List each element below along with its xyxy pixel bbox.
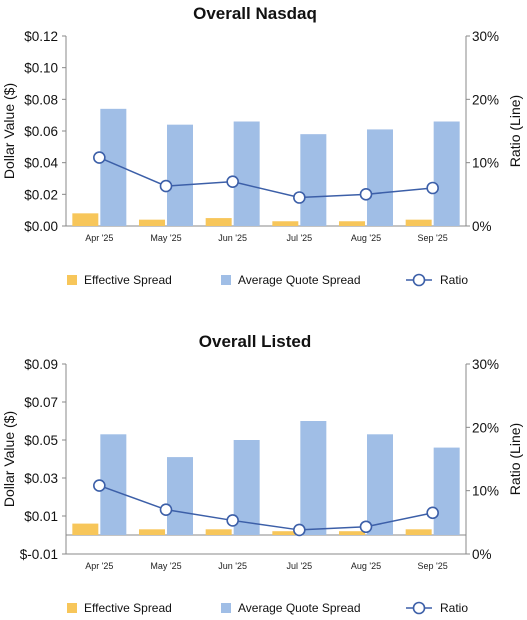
ratio-point <box>93 151 106 164</box>
bar-effective-spread <box>339 531 365 535</box>
legend-label-average-quote-spread: Average Quote Spread <box>238 273 361 287</box>
ratio-point <box>426 506 439 520</box>
y-tick-label: $0.02 <box>24 187 58 202</box>
x-tick-label: Sep '25 <box>418 561 448 571</box>
y2-tick-label: 0% <box>472 219 492 234</box>
y2-tick-label: 20% <box>472 92 499 107</box>
ratio-point <box>293 191 306 204</box>
bar-average-quote-spread <box>433 447 460 535</box>
chart-title: Overall Listed <box>199 332 311 351</box>
bar-effective-spread <box>72 213 99 226</box>
y-tick-label: $0.12 <box>24 29 58 44</box>
x-tick-label: Jul '25 <box>286 561 312 571</box>
y2-tick-label: 10% <box>472 484 499 499</box>
bar-average-quote-spread <box>433 121 460 226</box>
y2-axis-label: Ratio (Line) <box>507 423 523 495</box>
legend-label-effective-spread: Effective Spread <box>84 601 172 615</box>
bar-effective-spread <box>339 221 365 226</box>
y-axis-label: Dollar Value ($) <box>1 83 17 179</box>
ratio-line <box>99 484 433 531</box>
legend-swatch-average-quote-spread <box>221 275 231 285</box>
ratio-point <box>93 479 106 492</box>
legend: Effective Spread Average Quote Spread Rati… <box>67 601 468 615</box>
legend-swatch-effective-spread <box>67 275 77 285</box>
bar-average-quote-spread <box>367 434 393 535</box>
y2-tick-label: 30% <box>472 357 499 372</box>
bar-average-quote-spread <box>300 134 327 226</box>
x-tick-label: May '25 <box>150 561 181 571</box>
ratio-point <box>226 514 239 527</box>
x-tick-label: Jun '25 <box>218 233 247 243</box>
y-tick-label: $0.05 <box>24 433 58 448</box>
bar-average-quote-spread <box>167 457 193 535</box>
x-tick-label: May '25 <box>150 233 181 243</box>
x-tick-label: Apr '25 <box>85 233 113 243</box>
x-tick-label: Aug '25 <box>351 233 381 243</box>
x-tick-label: Jun '25 <box>218 561 247 571</box>
legend-label-average-quote-spread: Average Quote Spread <box>238 601 361 615</box>
y-tick-label: $0.09 <box>24 357 58 372</box>
x-tick-label: Aug '25 <box>351 561 381 571</box>
legend-swatch-average-quote-spread <box>221 603 231 613</box>
y-axis-label: Dollar Value ($) <box>1 411 17 507</box>
chart-overall-nasdaq: Overall Nasdaq $0.00 $0.02 $0.04 $0.06 $0.08 $… <box>1 4 523 287</box>
y-tick-label: $0.06 <box>24 124 58 139</box>
x-tick-label: Sep '25 <box>418 233 448 243</box>
bar-effective-spread <box>139 529 165 535</box>
y-tick-label: $0.08 <box>24 92 58 107</box>
y-tick-label: $-0.01 <box>20 547 58 562</box>
bar-average-quote-spread <box>367 129 393 226</box>
ratio-point <box>226 175 239 188</box>
ratio-point <box>359 188 373 201</box>
y-tick-label: $0.00 <box>24 219 58 234</box>
y2-tick-label: 20% <box>472 420 499 435</box>
y2-tick-label: 10% <box>472 156 499 171</box>
y2-axis-label: Ratio (Line) <box>507 95 523 167</box>
chart-title: Overall Nasdaq <box>193 4 317 23</box>
y-tick-label: $0.04 <box>24 156 58 171</box>
bar-effective-spread <box>272 531 299 535</box>
ratio-point <box>293 523 306 537</box>
y2-tick-label: 0% <box>472 547 492 562</box>
legend-marker-ratio <box>412 601 426 615</box>
legend-marker-ratio <box>412 273 426 287</box>
legend: Effective Spread Average Quote Spread Rati… <box>67 273 468 287</box>
x-tick-label: Jul '25 <box>286 233 312 243</box>
y-tick-label: $0.10 <box>24 61 58 76</box>
bar-effective-spread <box>205 218 232 226</box>
ratio-point <box>159 503 173 516</box>
bar-effective-spread <box>139 219 165 226</box>
ratio-point <box>359 520 373 534</box>
bar-effective-spread <box>72 523 99 535</box>
legend-label-ratio: Ratio <box>440 601 468 615</box>
bar-average-quote-spread <box>300 421 327 535</box>
bar-average-quote-spread <box>167 124 193 226</box>
bar-effective-spread <box>205 529 232 535</box>
ratio-point <box>426 181 439 195</box>
y-tick-label: $0.03 <box>24 471 58 486</box>
y-tick-label: $0.07 <box>24 395 58 410</box>
x-tick-label: Apr '25 <box>85 561 113 571</box>
ratio-point <box>159 179 173 193</box>
legend-swatch-effective-spread <box>67 603 77 613</box>
bar-average-quote-spread <box>233 121 260 226</box>
ratio-line <box>99 156 433 199</box>
bar-effective-spread <box>405 219 432 226</box>
bar-effective-spread <box>405 529 432 535</box>
y2-tick-label: 30% <box>472 29 499 44</box>
legend-label-effective-spread: Effective Spread <box>84 273 172 287</box>
legend-label-ratio: Ratio <box>440 273 468 287</box>
bar-effective-spread <box>272 221 299 226</box>
y-tick-label: $0.01 <box>24 509 58 524</box>
chart-overall-listed: Overall Listed $-0.01 $0.01 $0.03 $0.05 $0.07… <box>1 332 523 615</box>
